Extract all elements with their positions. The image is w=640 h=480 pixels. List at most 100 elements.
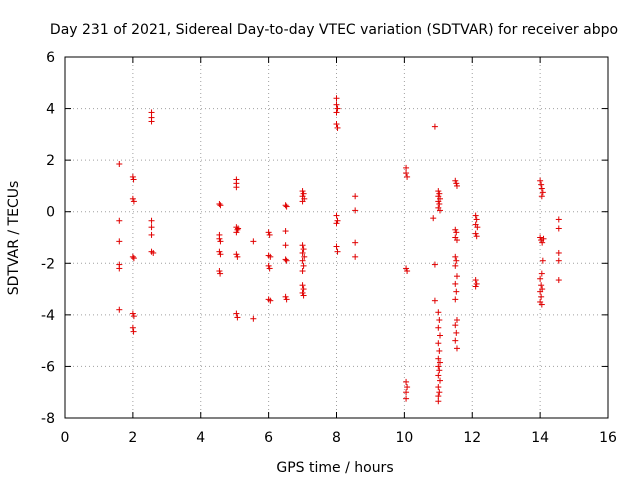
data-point <box>453 288 460 295</box>
data-point <box>352 253 359 260</box>
data-point <box>436 347 443 354</box>
data-point <box>436 389 443 396</box>
data-point <box>472 277 479 284</box>
x-tick-labels: 0 2 4 6 8 10 12 14 16 <box>61 430 617 446</box>
data-point <box>299 242 306 249</box>
data-point <box>453 273 460 280</box>
data-point <box>452 177 459 184</box>
data-point <box>452 280 459 287</box>
data-point <box>538 185 545 192</box>
data-point <box>300 286 307 293</box>
data-point <box>435 398 442 405</box>
data-point <box>555 216 562 223</box>
data-point <box>352 193 359 200</box>
data-point <box>431 297 438 304</box>
data-point <box>299 282 306 289</box>
data-point <box>148 231 155 238</box>
data-point <box>334 248 341 255</box>
data-point <box>300 262 307 269</box>
data-point <box>116 265 123 272</box>
data-point <box>234 226 241 233</box>
data-point <box>250 238 257 245</box>
data-point <box>233 184 240 191</box>
data-point <box>430 215 437 222</box>
data-point <box>282 202 289 209</box>
data-point <box>453 317 460 324</box>
data-point <box>129 253 136 260</box>
chart-title: Day 231 of 2021, Sidereal Day-to-day VTE… <box>50 22 618 38</box>
data-point <box>216 235 223 242</box>
x-tick-label: 14 <box>531 430 549 446</box>
data-point <box>150 249 157 256</box>
data-point <box>300 246 307 253</box>
data-point <box>300 190 307 197</box>
data-point <box>453 257 460 264</box>
data-point <box>539 257 546 264</box>
data-point <box>130 313 137 320</box>
data-point <box>130 176 137 183</box>
data-point <box>452 322 459 329</box>
data-point <box>437 359 444 366</box>
data-point <box>299 249 306 256</box>
data-point <box>299 198 306 205</box>
data-point <box>472 212 479 219</box>
data-point <box>129 195 136 202</box>
data-point <box>283 257 290 264</box>
data-point <box>352 239 359 246</box>
data-point <box>539 189 546 196</box>
data-point <box>452 337 459 344</box>
data-point <box>404 268 411 275</box>
data-point <box>334 217 341 224</box>
data-point <box>555 249 562 256</box>
data-point <box>403 265 410 272</box>
y-tick-label: -4 <box>41 308 55 324</box>
data-point <box>453 180 460 187</box>
data-point <box>267 297 274 304</box>
data-point <box>436 200 443 207</box>
data-point <box>129 173 136 180</box>
data-point <box>473 216 480 223</box>
data-point <box>435 355 442 362</box>
y-tick-label: 6 <box>46 50 55 66</box>
data-point <box>116 217 123 224</box>
data-point <box>435 324 442 331</box>
data-point <box>267 253 274 260</box>
data-point <box>436 367 443 374</box>
y-tick-label: -6 <box>41 359 55 375</box>
data-point <box>472 230 479 237</box>
data-point <box>333 121 340 128</box>
data-point <box>437 207 444 214</box>
data-point <box>453 182 460 189</box>
data-points <box>116 95 562 405</box>
data-point <box>333 220 340 227</box>
data-point <box>217 238 224 245</box>
data-point <box>333 243 340 250</box>
data-point <box>265 262 272 269</box>
axis-ticks <box>64 56 609 419</box>
data-point <box>116 306 123 313</box>
data-point <box>431 123 438 130</box>
y-tick-label: 0 <box>46 205 55 221</box>
data-point <box>283 296 290 303</box>
data-point <box>233 251 240 258</box>
data-point <box>217 270 224 277</box>
data-point <box>538 270 545 277</box>
data-point <box>250 315 257 322</box>
data-point <box>538 181 545 188</box>
data-point <box>283 203 290 210</box>
data-point <box>436 317 443 324</box>
data-point <box>436 190 443 197</box>
data-point <box>233 310 240 317</box>
data-point <box>116 238 123 245</box>
data-point <box>234 253 241 260</box>
data-point <box>452 253 459 260</box>
data-point <box>435 384 442 391</box>
data-point <box>537 177 544 184</box>
data-point <box>538 193 545 200</box>
x-tick-label: 8 <box>332 430 341 446</box>
data-point <box>538 293 545 300</box>
data-point <box>299 289 306 296</box>
x-tick-label: 2 <box>128 430 137 446</box>
data-point <box>148 109 155 116</box>
data-point <box>148 118 155 125</box>
